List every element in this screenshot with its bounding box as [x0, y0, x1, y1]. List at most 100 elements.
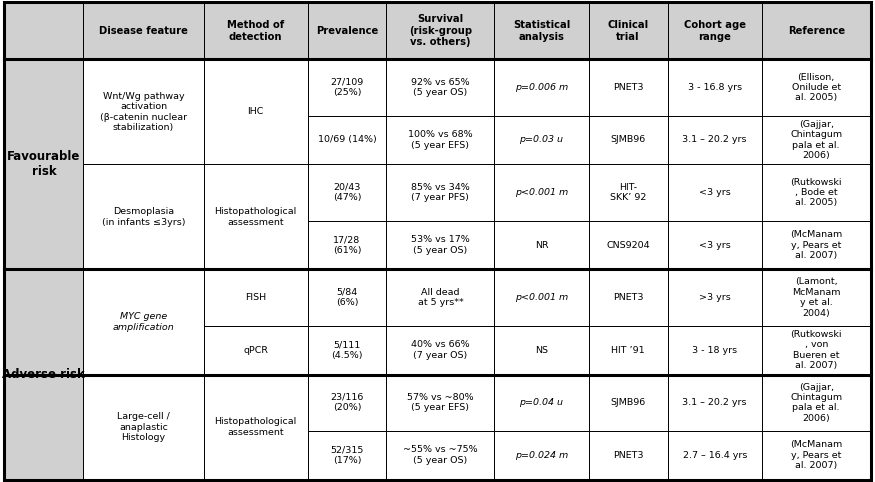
Bar [494, 375, 589, 431]
Text: <3 yrs: <3 yrs [699, 241, 731, 250]
Bar [308, 375, 387, 431]
Bar [204, 269, 308, 326]
Bar [668, 375, 762, 431]
Bar [308, 326, 387, 375]
Bar [668, 221, 762, 269]
Text: HIT ’91: HIT ’91 [612, 346, 645, 355]
Bar [762, 164, 871, 221]
Bar [762, 59, 871, 116]
Bar [308, 431, 387, 480]
Bar [589, 59, 668, 116]
Text: 85% vs 34%
(7 year PFS): 85% vs 34% (7 year PFS) [411, 183, 470, 202]
Bar [589, 431, 668, 480]
Bar [387, 221, 494, 269]
Bar [387, 2, 494, 59]
Bar [668, 59, 762, 116]
Text: 52/315
(17%): 52/315 (17%) [331, 445, 364, 465]
Text: MYC gene
amplification: MYC gene amplification [113, 312, 174, 332]
Bar [387, 431, 494, 480]
Bar [308, 116, 387, 164]
Text: qPCR: qPCR [243, 346, 268, 355]
Text: (McManam
y, Pears et
al. 2007): (McManam y, Pears et al. 2007) [790, 440, 843, 470]
Bar [762, 431, 871, 480]
Bar [204, 164, 308, 269]
Text: Method of
detection: Method of detection [227, 20, 284, 41]
Text: Prevalence: Prevalence [316, 26, 378, 36]
Bar [387, 326, 494, 375]
Bar [83, 269, 204, 375]
Text: 3 - 16.8 yrs: 3 - 16.8 yrs [688, 83, 742, 92]
Bar [83, 375, 204, 480]
Text: 3.1 – 20.2 yrs: 3.1 – 20.2 yrs [682, 398, 747, 407]
Text: Cohort age
range: Cohort age range [683, 20, 746, 41]
Text: NR: NR [535, 241, 549, 250]
Bar [668, 431, 762, 480]
Bar [589, 116, 668, 164]
Text: 3 - 18 yrs: 3 - 18 yrs [692, 346, 738, 355]
Bar [83, 59, 204, 164]
Bar [4, 59, 83, 269]
Bar [494, 431, 589, 480]
Bar [204, 375, 308, 480]
Text: Desmoplasia
(in infants ≤3yrs): Desmoplasia (in infants ≤3yrs) [102, 207, 186, 227]
Text: (McManam
y, Pears et
al. 2007): (McManam y, Pears et al. 2007) [790, 230, 843, 260]
Bar [589, 269, 668, 326]
Text: 23/116
(20%): 23/116 (20%) [331, 393, 364, 412]
Text: HIT-
SKK’ 92: HIT- SKK’ 92 [610, 183, 647, 202]
Bar [668, 2, 762, 59]
Bar [494, 326, 589, 375]
Bar [668, 116, 762, 164]
Text: Clinical
trial: Clinical trial [607, 20, 648, 41]
Bar [308, 164, 387, 221]
Bar [494, 221, 589, 269]
Text: (Gajjar,
Chintagum
pala et al.
2006): (Gajjar, Chintagum pala et al. 2006) [790, 120, 843, 160]
Text: Histopathological
assessment: Histopathological assessment [214, 207, 297, 227]
Bar [494, 2, 589, 59]
Bar [4, 269, 83, 480]
Text: All dead
at 5 yrs**: All dead at 5 yrs** [417, 288, 463, 307]
Bar [589, 164, 668, 221]
Bar [204, 59, 308, 164]
Bar [762, 375, 871, 431]
Bar [308, 59, 387, 116]
Bar [762, 326, 871, 375]
Text: Statistical
analysis: Statistical analysis [513, 20, 570, 41]
Text: (Rutkowski
, von
Bueren et
al. 2007): (Rutkowski , von Bueren et al. 2007) [790, 330, 842, 370]
Text: SJMB96: SJMB96 [611, 398, 646, 407]
Text: 17/28
(61%): 17/28 (61%) [332, 235, 361, 254]
Text: ~55% vs ~75%
(5 year OS): ~55% vs ~75% (5 year OS) [403, 445, 478, 465]
Bar [83, 164, 204, 269]
Text: Large-cell /
anaplastic
Histology: Large-cell / anaplastic Histology [117, 412, 170, 442]
Text: >3 yrs: >3 yrs [699, 293, 731, 302]
Bar [308, 221, 387, 269]
Bar [204, 2, 308, 59]
Text: 92% vs 65%
(5 year OS): 92% vs 65% (5 year OS) [411, 78, 470, 97]
Bar [387, 375, 494, 431]
Bar [494, 269, 589, 326]
Text: PNET3: PNET3 [612, 451, 643, 460]
Bar [589, 326, 668, 375]
Text: Wnt/Wg pathway
activation
(β-catenin nuclear
stabilization): Wnt/Wg pathway activation (β-catenin nuc… [100, 92, 187, 132]
Text: (Rutkowski
, Bode et
al. 2005): (Rutkowski , Bode et al. 2005) [790, 177, 842, 207]
Text: Favourable
risk: Favourable risk [7, 150, 80, 178]
Text: FISH: FISH [245, 293, 266, 302]
Bar [668, 326, 762, 375]
Text: Adverse risk: Adverse risk [3, 368, 85, 381]
Text: p<0.001 m: p<0.001 m [514, 188, 568, 197]
Text: (Lamont,
McManam
y et al.
2004): (Lamont, McManam y et al. 2004) [792, 278, 841, 318]
Text: Survival
(risk-group
vs. others): Survival (risk-group vs. others) [409, 14, 472, 47]
Text: 27/109
(25%): 27/109 (25%) [331, 78, 364, 97]
Text: NS: NS [535, 346, 548, 355]
Text: PNET3: PNET3 [612, 83, 643, 92]
Text: p=0.03 u: p=0.03 u [520, 135, 564, 145]
Text: 100% vs 68%
(5 year EFS): 100% vs 68% (5 year EFS) [408, 130, 472, 149]
Bar [762, 221, 871, 269]
Bar [4, 2, 83, 59]
Bar [204, 326, 308, 375]
Bar [387, 116, 494, 164]
Text: (Ellison,
Onilude et
al. 2005): (Ellison, Onilude et al. 2005) [792, 72, 841, 102]
Bar [762, 269, 871, 326]
Bar [589, 375, 668, 431]
Text: p=0.04 u: p=0.04 u [520, 398, 564, 407]
Bar [762, 2, 871, 59]
